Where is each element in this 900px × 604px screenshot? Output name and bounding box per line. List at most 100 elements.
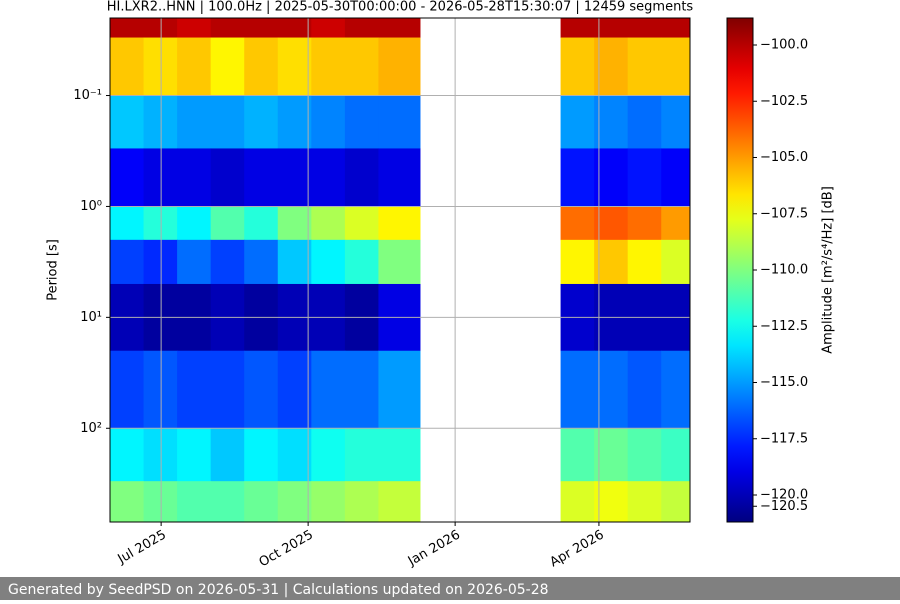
heatmap-cell [210,18,245,39]
colorbar-tick-label: −120.0 [760,488,808,503]
heatmap-cell [244,481,279,523]
heatmap-cell [378,428,421,482]
heatmap-cell [661,428,691,482]
heatmap-cell [627,95,662,149]
colorbar-tick-label: −105.0 [760,150,808,165]
heatmap-cell [344,428,379,482]
heatmap-cell [210,206,245,241]
x-tick-label: Jul 2025 [115,528,169,568]
heatmap-cell [244,148,279,207]
heatmap-cell [560,95,595,149]
heatmap-cell [627,206,662,241]
heatmap-cell [661,18,691,39]
heatmap-cell [311,37,346,97]
heatmap-cell [378,37,421,97]
heatmap-cell [177,428,212,482]
heatmap-cell [210,95,245,149]
heatmap-cell [661,481,691,523]
plot-frame [109,17,691,523]
colorbar-tick-label: −110.0 [760,263,808,278]
heatmap-cell [344,481,379,523]
heatmap-cell [661,95,691,149]
heatmap-cell [378,239,421,285]
heatmap-cell [110,428,145,482]
heatmap-cell [661,350,691,429]
heatmap-cell [560,481,595,523]
heatmap-cell [311,239,346,285]
footer-bar [0,577,900,600]
heatmap-cell [378,481,421,523]
heatmap-cell [594,148,629,207]
heatmap-cell [277,206,312,241]
heatmap-cell [378,95,421,149]
heatmap-cell [244,206,279,241]
heatmap-cell [627,481,662,523]
heatmap-cell [344,148,379,207]
heatmap-cell [177,481,212,523]
heatmap-cell [627,350,662,429]
colorbar-tick-label: −115.0 [760,375,808,390]
heatmap-cell [177,148,212,207]
heatmap-cell [110,239,145,285]
heatmap-cell [627,239,662,285]
heatmap-cell [594,481,629,523]
colorbar-tick-label: −112.5 [760,319,808,334]
heatmap-cell [627,428,662,482]
heatmap-cell [143,206,178,241]
heatmap-cell [344,206,379,241]
chart-title: HI.LXR2..HNN | 100.0Hz | 2025-05-30T00:0… [107,0,694,15]
heatmap-cell [627,18,662,39]
heatmap-cell [177,239,212,285]
heatmap-cell [143,481,178,523]
heatmap-cell [661,239,691,285]
heatmap-cell [244,350,279,429]
heatmap-cell [378,18,421,39]
heatmap-cell [311,206,346,241]
footer-text: Generated by SeedPSD on 2026-05-31 | Cal… [8,582,549,598]
y-tick-label: 10² [80,421,102,436]
heatmap-cell [177,18,212,39]
y-axis-label: Period [s] [46,239,61,301]
heatmap-cell [594,428,629,482]
colorbar-tick-label: −107.5 [760,206,808,221]
heatmap-cell [177,37,212,97]
heatmap-cell [344,350,379,429]
heatmap-cell [311,18,346,39]
colorbar [726,17,754,523]
heatmap-cell [344,18,379,39]
heatmap-cell [210,350,245,429]
y-tick-label: 10⁻¹ [73,88,102,103]
heatmap-cell [110,481,145,523]
heatmap-cell [661,37,691,97]
heatmap-cell [594,350,629,429]
heatmap-cell [143,18,178,39]
heatmap-cell [110,37,145,97]
heatmap-cell [143,428,178,482]
heatmap-cell [344,239,379,285]
heatmap-cell [277,148,312,207]
heatmap-cell [110,148,145,207]
heatmap-cell [244,18,279,39]
heatmap-cell [277,239,312,285]
heatmap-cell [277,37,312,97]
heatmap-cell [277,428,312,482]
colorbar-label: Amplitude [m²/s⁴/Hz] [dB] [821,186,836,354]
heatmap-cell [277,95,312,149]
heatmap-cell [210,148,245,207]
heatmap-cell [627,37,662,97]
heatmap-cell [560,37,595,97]
y-tick-label: 10⁰ [80,199,102,214]
y-tick-label: 10¹ [80,310,102,325]
heatmap-cell [594,18,629,39]
heatmap-cell [110,95,145,149]
heatmap-cell [143,239,178,285]
heatmap-cell [344,37,379,97]
heatmap-cell [594,239,629,285]
heatmap-cell [244,37,279,97]
colorbar-tick-label: −120.5 [760,499,808,514]
heatmap-cell [311,350,346,429]
heatmap-cell [560,350,595,429]
heatmap-cell [143,148,178,207]
heatmap-cell [143,37,178,97]
